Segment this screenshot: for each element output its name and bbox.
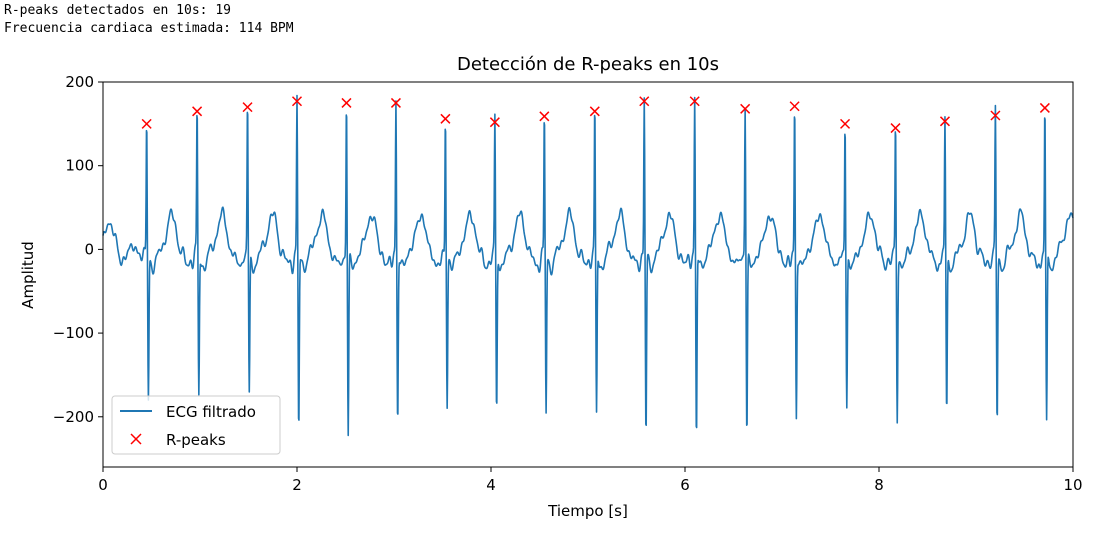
peaks-count-text: R-peaks detectados en 10s: 19 [4, 3, 231, 18]
x-tick-label: 8 [874, 476, 884, 494]
chart-title: Detección de R-peaks en 10s [457, 54, 719, 75]
console-output: R-peaks detectados en 10s: 19 Frecuencia … [4, 2, 294, 38]
r-peak-marker [1039, 102, 1050, 113]
r-peak-marker [291, 96, 303, 107]
r-peak-marker [390, 97, 401, 108]
axis-ticks: 0 2 4 6 8 10 200 100 0 −100 −200 [53, 73, 1083, 494]
legend-x-marker [130, 433, 142, 445]
r-peak-marker [890, 123, 901, 134]
r-peak-marker [489, 117, 500, 128]
plot-frame [102, 81, 1074, 468]
r-peak-marker [639, 96, 650, 107]
x-tick-label: 10 [1063, 476, 1082, 494]
x-tick-label: 2 [292, 476, 302, 494]
r-peak-marker [141, 118, 152, 129]
r-peak-marker [740, 103, 751, 114]
r-peak-marker [840, 118, 851, 129]
y-axis-label: Amplitud [19, 241, 37, 309]
r-peak-marker [789, 101, 800, 112]
r-peak-marker [192, 106, 203, 117]
r-peak-marker [589, 106, 600, 117]
x-tick-label: 0 [98, 476, 108, 494]
r-peak-marker [939, 116, 950, 127]
r-peak-marker [440, 113, 451, 124]
y-tick-label: −100 [53, 324, 94, 342]
r-peak-marker [341, 97, 352, 108]
y-tick-label: −200 [53, 408, 94, 426]
y-tick-label: 200 [65, 73, 94, 91]
y-tick-label: 100 [65, 157, 94, 175]
heart-rate-text: Frecuencia cardiaca estimada: 114 BPM [4, 21, 294, 36]
y-tick-label: 0 [84, 240, 94, 258]
legend-label-ecg: ECG filtrado [166, 403, 256, 421]
r-peak-marker [990, 110, 1001, 121]
r-peak-marker [539, 111, 550, 122]
x-tick-label: 4 [486, 476, 496, 494]
legend: ECG filtrado R-peaks [111, 395, 281, 455]
x-axis-label: Tiempo [s] [547, 502, 628, 520]
r-peak-marker [242, 102, 253, 113]
ecg-line [102, 94, 1074, 437]
r-peak-marker [689, 96, 700, 107]
plot-content [102, 94, 1074, 437]
x-tick-label: 6 [680, 476, 690, 494]
legend-label-rpeaks: R-peaks [166, 431, 226, 449]
legend-box [111, 395, 281, 455]
